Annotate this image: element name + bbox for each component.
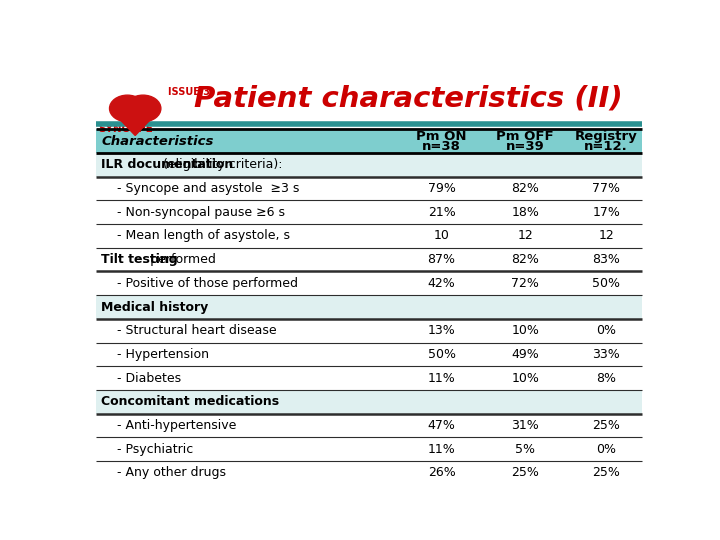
- Text: 82%: 82%: [511, 253, 539, 266]
- Text: n=39: n=39: [506, 140, 544, 153]
- Text: 5%: 5%: [516, 443, 535, 456]
- Bar: [96, 414, 642, 437]
- Bar: [96, 295, 642, 319]
- Text: 72%: 72%: [511, 277, 539, 290]
- Text: n=38: n=38: [422, 140, 461, 153]
- Text: - Positive of those performed: - Positive of those performed: [101, 277, 298, 290]
- Text: 0%: 0%: [596, 324, 616, 337]
- Text: - Psychiatric: - Psychiatric: [101, 443, 194, 456]
- Bar: [96, 153, 642, 177]
- Text: Patient characteristics (II): Patient characteristics (II): [194, 84, 622, 112]
- Bar: [96, 437, 642, 461]
- Text: 33%: 33%: [593, 348, 620, 361]
- Text: - Diabetes: - Diabetes: [101, 372, 181, 384]
- Circle shape: [125, 95, 161, 122]
- Text: - Hypertension: - Hypertension: [101, 348, 209, 361]
- Text: (eligibility criteria):: (eligibility criteria):: [159, 158, 282, 171]
- Text: 12: 12: [598, 230, 614, 242]
- Text: Pm ON: Pm ON: [416, 130, 467, 143]
- Bar: [96, 272, 642, 295]
- Text: 26%: 26%: [428, 467, 456, 480]
- Text: 77%: 77%: [592, 182, 620, 195]
- Text: 11%: 11%: [428, 372, 456, 384]
- Bar: [96, 224, 642, 248]
- Bar: [96, 248, 642, 272]
- Text: 87%: 87%: [428, 253, 456, 266]
- Bar: [96, 342, 642, 366]
- Bar: [96, 390, 642, 414]
- Text: 79%: 79%: [428, 182, 456, 195]
- Text: 18%: 18%: [511, 206, 539, 219]
- Text: 25%: 25%: [593, 467, 620, 480]
- Text: 8%: 8%: [596, 372, 616, 384]
- Text: 13%: 13%: [428, 324, 456, 337]
- Text: Registry: Registry: [575, 130, 637, 143]
- Text: 10: 10: [433, 230, 449, 242]
- Text: 50%: 50%: [428, 348, 456, 361]
- Text: 82%: 82%: [511, 182, 539, 195]
- Bar: [96, 319, 642, 342]
- Text: - Mean length of asystole, s: - Mean length of asystole, s: [101, 230, 290, 242]
- Text: 17%: 17%: [593, 206, 620, 219]
- Text: 49%: 49%: [511, 348, 539, 361]
- Text: 83%: 83%: [593, 253, 620, 266]
- Text: ILR documentation: ILR documentation: [101, 158, 233, 171]
- Text: 0%: 0%: [596, 443, 616, 456]
- Text: n=12.: n=12.: [584, 140, 628, 153]
- Text: 11%: 11%: [428, 443, 456, 456]
- Text: 21%: 21%: [428, 206, 456, 219]
- Text: 42%: 42%: [428, 277, 456, 290]
- Text: 47%: 47%: [428, 419, 456, 432]
- Bar: [96, 200, 642, 224]
- Polygon shape: [111, 110, 160, 136]
- Text: 31%: 31%: [511, 419, 539, 432]
- Text: - Non-syncopal pause ≥6 s: - Non-syncopal pause ≥6 s: [101, 206, 285, 219]
- Bar: [96, 129, 642, 153]
- Circle shape: [109, 95, 145, 122]
- Bar: [96, 366, 642, 390]
- Text: ISSUE 3: ISSUE 3: [168, 87, 210, 97]
- Text: - Any other drugs: - Any other drugs: [101, 467, 226, 480]
- Text: Concomitant medications: Concomitant medications: [101, 395, 279, 408]
- Text: 10%: 10%: [511, 324, 539, 337]
- Text: 12: 12: [518, 230, 533, 242]
- Bar: [96, 461, 642, 485]
- Text: Medical history: Medical history: [101, 300, 208, 314]
- Text: 50%: 50%: [592, 277, 620, 290]
- Text: - Structural heart disease: - Structural heart disease: [101, 324, 276, 337]
- Bar: [96, 177, 642, 200]
- Text: Pm OFF: Pm OFF: [496, 130, 554, 143]
- Text: - Anti-hypertensive: - Anti-hypertensive: [101, 419, 237, 432]
- Text: - Syncope and asystole  ≥3 s: - Syncope and asystole ≥3 s: [101, 182, 300, 195]
- Text: 10%: 10%: [511, 372, 539, 384]
- Text: 25%: 25%: [511, 467, 539, 480]
- Text: SYNCOPE: SYNCOPE: [98, 124, 153, 134]
- Text: Characteristics: Characteristics: [101, 134, 214, 147]
- Text: 25%: 25%: [593, 419, 620, 432]
- Text: Tilt testing: Tilt testing: [101, 253, 178, 266]
- Text: : performed: : performed: [142, 253, 216, 266]
